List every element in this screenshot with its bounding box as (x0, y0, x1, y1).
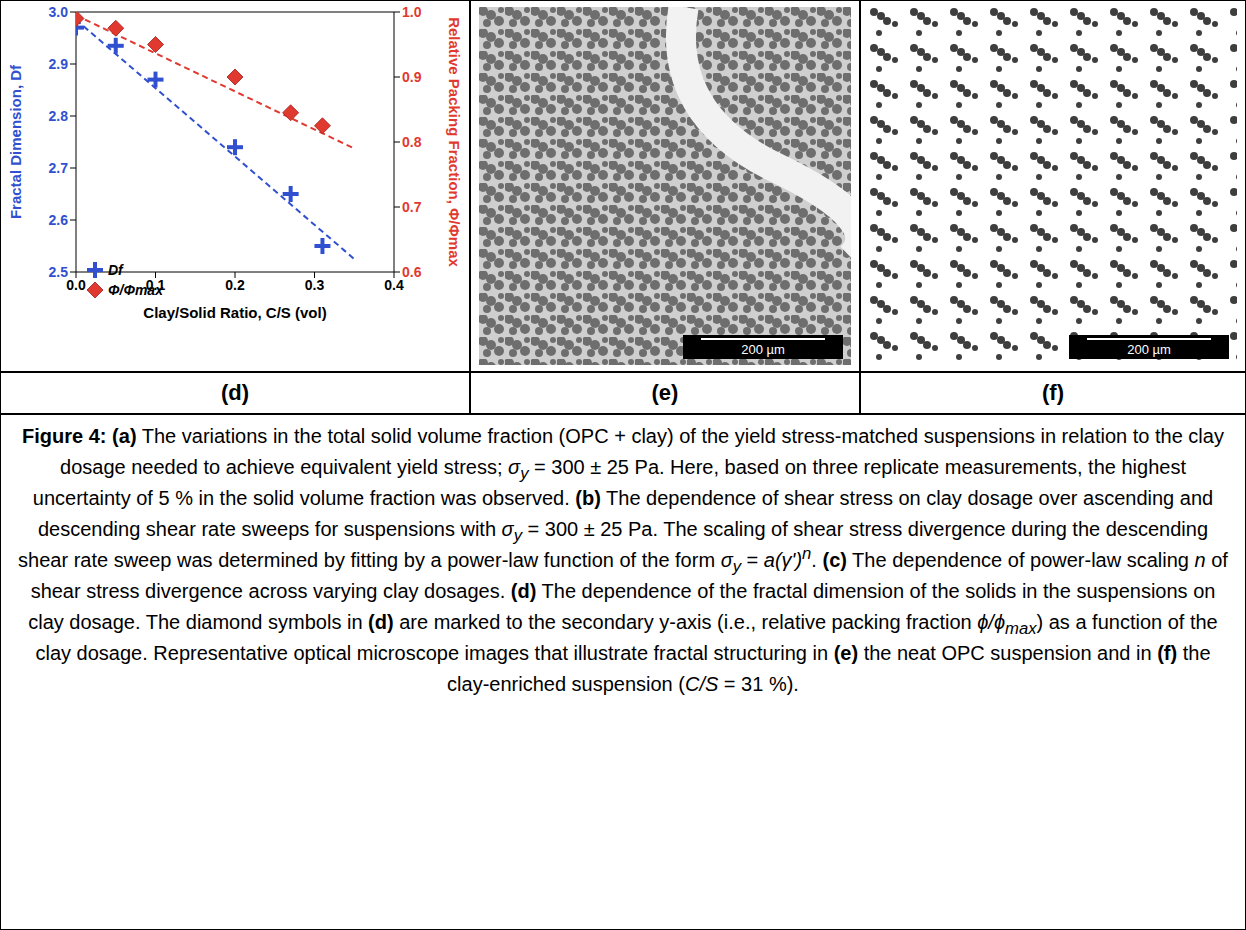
svg-text:0.4: 0.4 (384, 277, 404, 293)
svg-text:0.2: 0.2 (225, 277, 245, 293)
svg-text:0.0: 0.0 (66, 277, 86, 293)
svg-text:Clay/Solid Ratio, C/S (vol): Clay/Solid Ratio, C/S (vol) (143, 304, 326, 321)
svg-text:2.7: 2.7 (49, 160, 69, 176)
svg-text:0.9: 0.9 (402, 69, 422, 85)
svg-text:3.0: 3.0 (49, 4, 69, 20)
svg-text:0.1: 0.1 (146, 277, 166, 293)
svg-text:Fractal Dimension, Df: Fractal Dimension, Df (7, 64, 24, 219)
svg-text:Relative Packing Fraction, Φ/Φ: Relative Packing Fraction, Φ/Φmax (446, 17, 463, 267)
svg-text:0.7: 0.7 (402, 199, 422, 215)
svg-text:2.6: 2.6 (49, 212, 69, 228)
svg-text:200 µm: 200 µm (741, 342, 785, 357)
svg-text:1.0: 1.0 (402, 4, 422, 20)
svg-text:2.9: 2.9 (49, 56, 69, 72)
svg-text:2.5: 2.5 (49, 264, 69, 280)
svg-text:0.6: 0.6 (402, 264, 422, 280)
svg-text:2.8: 2.8 (49, 108, 69, 124)
svg-text:0.8: 0.8 (402, 134, 422, 150)
svg-text:0.3: 0.3 (305, 277, 325, 293)
svg-text:200 µm: 200 µm (1127, 342, 1171, 357)
